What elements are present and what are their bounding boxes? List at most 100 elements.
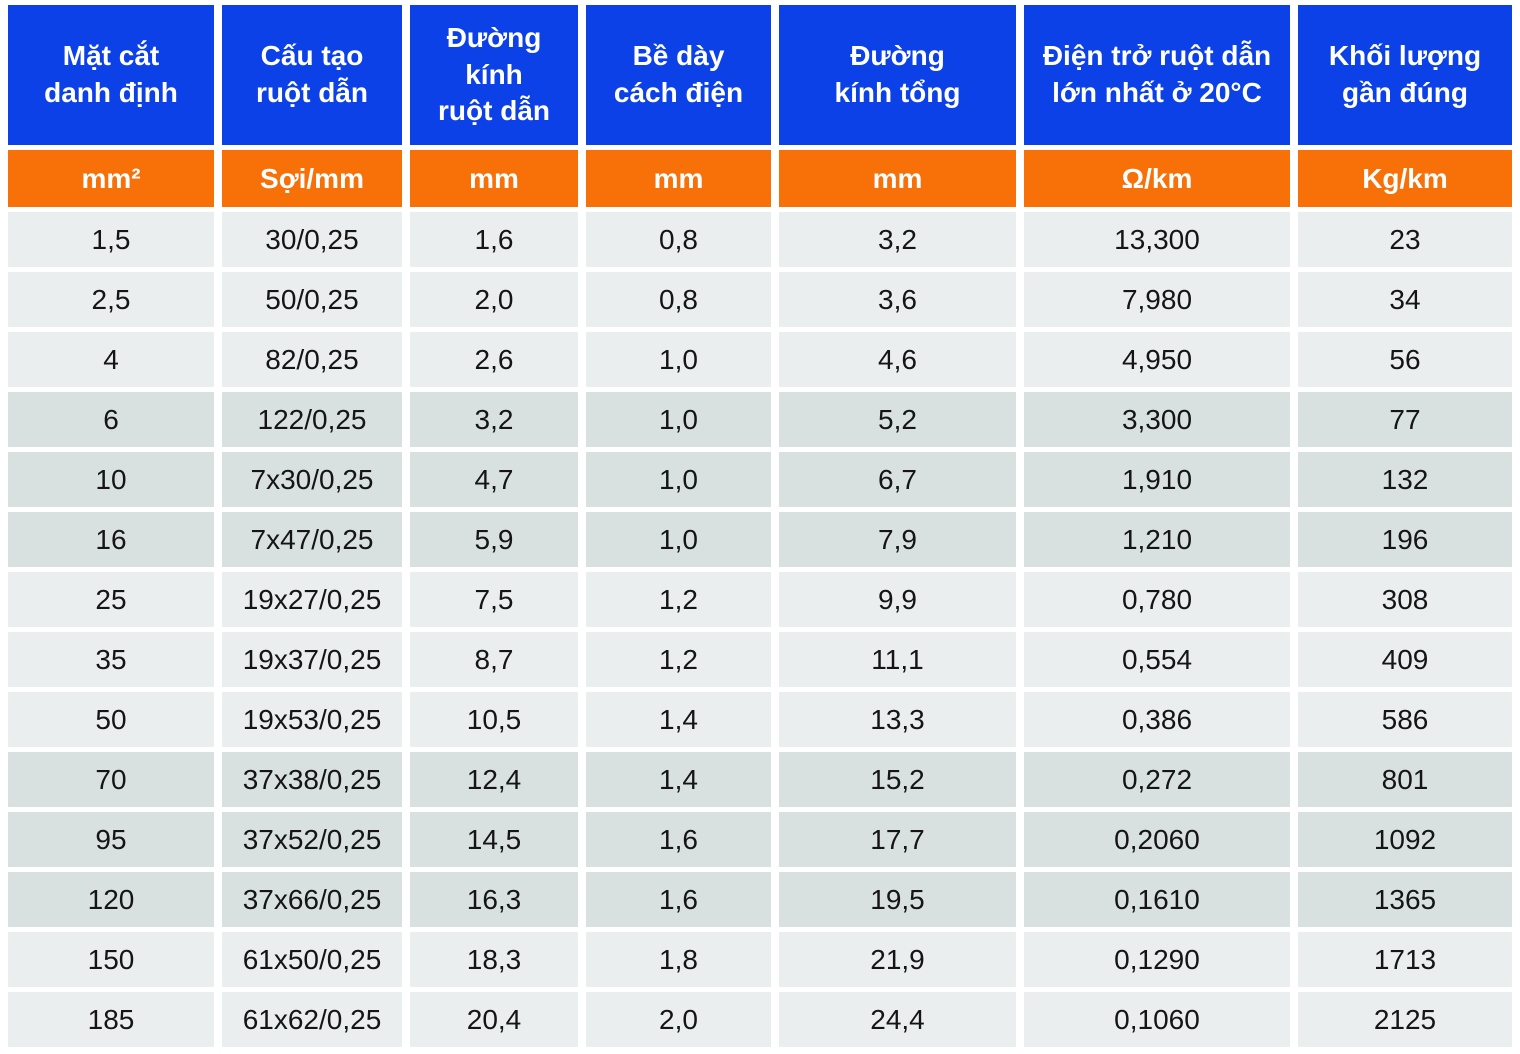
table-cell: 0,780 xyxy=(1024,572,1290,627)
table-cell: 30/0,25 xyxy=(222,212,402,267)
table-cell: 37x66/0,25 xyxy=(222,872,402,927)
table-row: 70 37x38/0,25 12,4 1,4 15,2 0,272 801 xyxy=(8,752,1512,807)
table-cell: 13,3 xyxy=(779,692,1016,747)
table-cell: 3,2 xyxy=(779,212,1016,267)
table-cell: 37x52/0,25 xyxy=(222,812,402,867)
column-unit-max-resistance: Ω/km xyxy=(1024,150,1290,207)
table-cell: 61x50/0,25 xyxy=(222,932,402,987)
column-header-conductor-structure: Cấu tạo ruột dẫn xyxy=(222,5,402,145)
table-cell: 3,2 xyxy=(410,392,578,447)
column-unit-nominal-area: mm² xyxy=(8,150,214,207)
column-unit-insulation-thickness: mm xyxy=(586,150,771,207)
table-cell: 0,554 xyxy=(1024,632,1290,687)
table-cell: 19x27/0,25 xyxy=(222,572,402,627)
table-cell: 61x62/0,25 xyxy=(222,992,402,1047)
table-cell: 82/0,25 xyxy=(222,332,402,387)
table-row: 4 82/0,25 2,6 1,0 4,6 4,950 56 xyxy=(8,332,1512,387)
table-cell: 1,0 xyxy=(586,512,771,567)
table-cell: 0,386 xyxy=(1024,692,1290,747)
column-header-overall-diameter: Đường kính tổng xyxy=(779,5,1016,145)
table-cell: 6,7 xyxy=(779,452,1016,507)
table-cell: 16 xyxy=(8,512,214,567)
table-cell: 7x47/0,25 xyxy=(222,512,402,567)
table-cell: 4 xyxy=(8,332,214,387)
column-unit-conductor-structure: Sợi/mm xyxy=(222,150,402,207)
table-cell: 1,6 xyxy=(410,212,578,267)
table-cell: 1,6 xyxy=(586,872,771,927)
table-cell: 0,272 xyxy=(1024,752,1290,807)
table-row: 10 7x30/0,25 4,7 1,0 6,7 1,910 132 xyxy=(8,452,1512,507)
table-cell: 23 xyxy=(1298,212,1512,267)
column-header-insulation-thickness: Bề dày cách điện xyxy=(586,5,771,145)
table-cell: 120 xyxy=(8,872,214,927)
table-cell: 1,0 xyxy=(586,332,771,387)
table-row: 1,5 30/0,25 1,6 0,8 3,2 13,300 23 xyxy=(8,212,1512,267)
table-cell: 1092 xyxy=(1298,812,1512,867)
table-cell: 308 xyxy=(1298,572,1512,627)
table-cell: 1365 xyxy=(1298,872,1512,927)
table-row: 95 37x52/0,25 14,5 1,6 17,7 0,2060 1092 xyxy=(8,812,1512,867)
table-cell: 12,4 xyxy=(410,752,578,807)
table-cell: 18,3 xyxy=(410,932,578,987)
table-row: 25 19x27/0,25 7,5 1,2 9,9 0,780 308 xyxy=(8,572,1512,627)
table-cell: 24,4 xyxy=(779,992,1016,1047)
table-cell: 2,0 xyxy=(410,272,578,327)
table-cell: 409 xyxy=(1298,632,1512,687)
table-cell: 50 xyxy=(8,692,214,747)
table-cell: 7,980 xyxy=(1024,272,1290,327)
table-cell: 35 xyxy=(8,632,214,687)
table-cell: 14,5 xyxy=(410,812,578,867)
table-cell: 2,5 xyxy=(8,272,214,327)
table-cell: 50/0,25 xyxy=(222,272,402,327)
column-header-approx-weight: Khối lượng gần đúng xyxy=(1298,5,1512,145)
table-cell: 1,2 xyxy=(586,632,771,687)
table-cell: 1,4 xyxy=(586,752,771,807)
table-cell: 0,1060 xyxy=(1024,992,1290,1047)
table-cell: 7x30/0,25 xyxy=(222,452,402,507)
table-cell: 5,9 xyxy=(410,512,578,567)
table-cell: 1,4 xyxy=(586,692,771,747)
column-unit-approx-weight: Kg/km xyxy=(1298,150,1512,207)
table-cell: 95 xyxy=(8,812,214,867)
table-cell: 77 xyxy=(1298,392,1512,447)
table-row: 50 19x53/0,25 10,5 1,4 13,3 0,386 586 xyxy=(8,692,1512,747)
table-cell: 4,950 xyxy=(1024,332,1290,387)
table-cell: 1,910 xyxy=(1024,452,1290,507)
table-cell: 185 xyxy=(8,992,214,1047)
table-cell: 3,300 xyxy=(1024,392,1290,447)
table-cell: 25 xyxy=(8,572,214,627)
table-row: 150 61x50/0,25 18,3 1,8 21,9 0,1290 1713 xyxy=(8,932,1512,987)
table-row: 6 122/0,25 3,2 1,0 5,2 3,300 77 xyxy=(8,392,1512,447)
table-cell: 1,8 xyxy=(586,932,771,987)
table-cell: 2,0 xyxy=(586,992,771,1047)
table-cell: 4,6 xyxy=(779,332,1016,387)
table-cell: 10,5 xyxy=(410,692,578,747)
column-header-conductor-diameter: Đường kính ruột dẫn xyxy=(410,5,578,145)
table-cell: 6 xyxy=(8,392,214,447)
table-cell: 1,5 xyxy=(8,212,214,267)
header-row: Mặt cắt danh định Cấu tạo ruột dẫn Đường… xyxy=(8,5,1512,145)
table-cell: 21,9 xyxy=(779,932,1016,987)
table-cell: 7,5 xyxy=(410,572,578,627)
table-cell: 11,1 xyxy=(779,632,1016,687)
table-cell: 132 xyxy=(1298,452,1512,507)
table-cell: 56 xyxy=(1298,332,1512,387)
table-cell: 1,210 xyxy=(1024,512,1290,567)
table-cell: 8,7 xyxy=(410,632,578,687)
column-unit-overall-diameter: mm xyxy=(779,150,1016,207)
table-row: 16 7x47/0,25 5,9 1,0 7,9 1,210 196 xyxy=(8,512,1512,567)
table-cell: 0,1290 xyxy=(1024,932,1290,987)
table-cell: 7,9 xyxy=(779,512,1016,567)
table-cell: 122/0,25 xyxy=(222,392,402,447)
table-cell: 13,300 xyxy=(1024,212,1290,267)
table-cell: 9,9 xyxy=(779,572,1016,627)
table-cell: 2125 xyxy=(1298,992,1512,1047)
table-row: 35 19x37/0,25 8,7 1,2 11,1 0,554 409 xyxy=(8,632,1512,687)
table-cell: 196 xyxy=(1298,512,1512,567)
unit-row: mm² Sợi/mm mm mm mm Ω/km Kg/km xyxy=(8,150,1512,207)
table-cell: 19,5 xyxy=(779,872,1016,927)
table-row: 2,5 50/0,25 2,0 0,8 3,6 7,980 34 xyxy=(8,272,1512,327)
column-header-nominal-area: Mặt cắt danh định xyxy=(8,5,214,145)
table-cell: 5,2 xyxy=(779,392,1016,447)
